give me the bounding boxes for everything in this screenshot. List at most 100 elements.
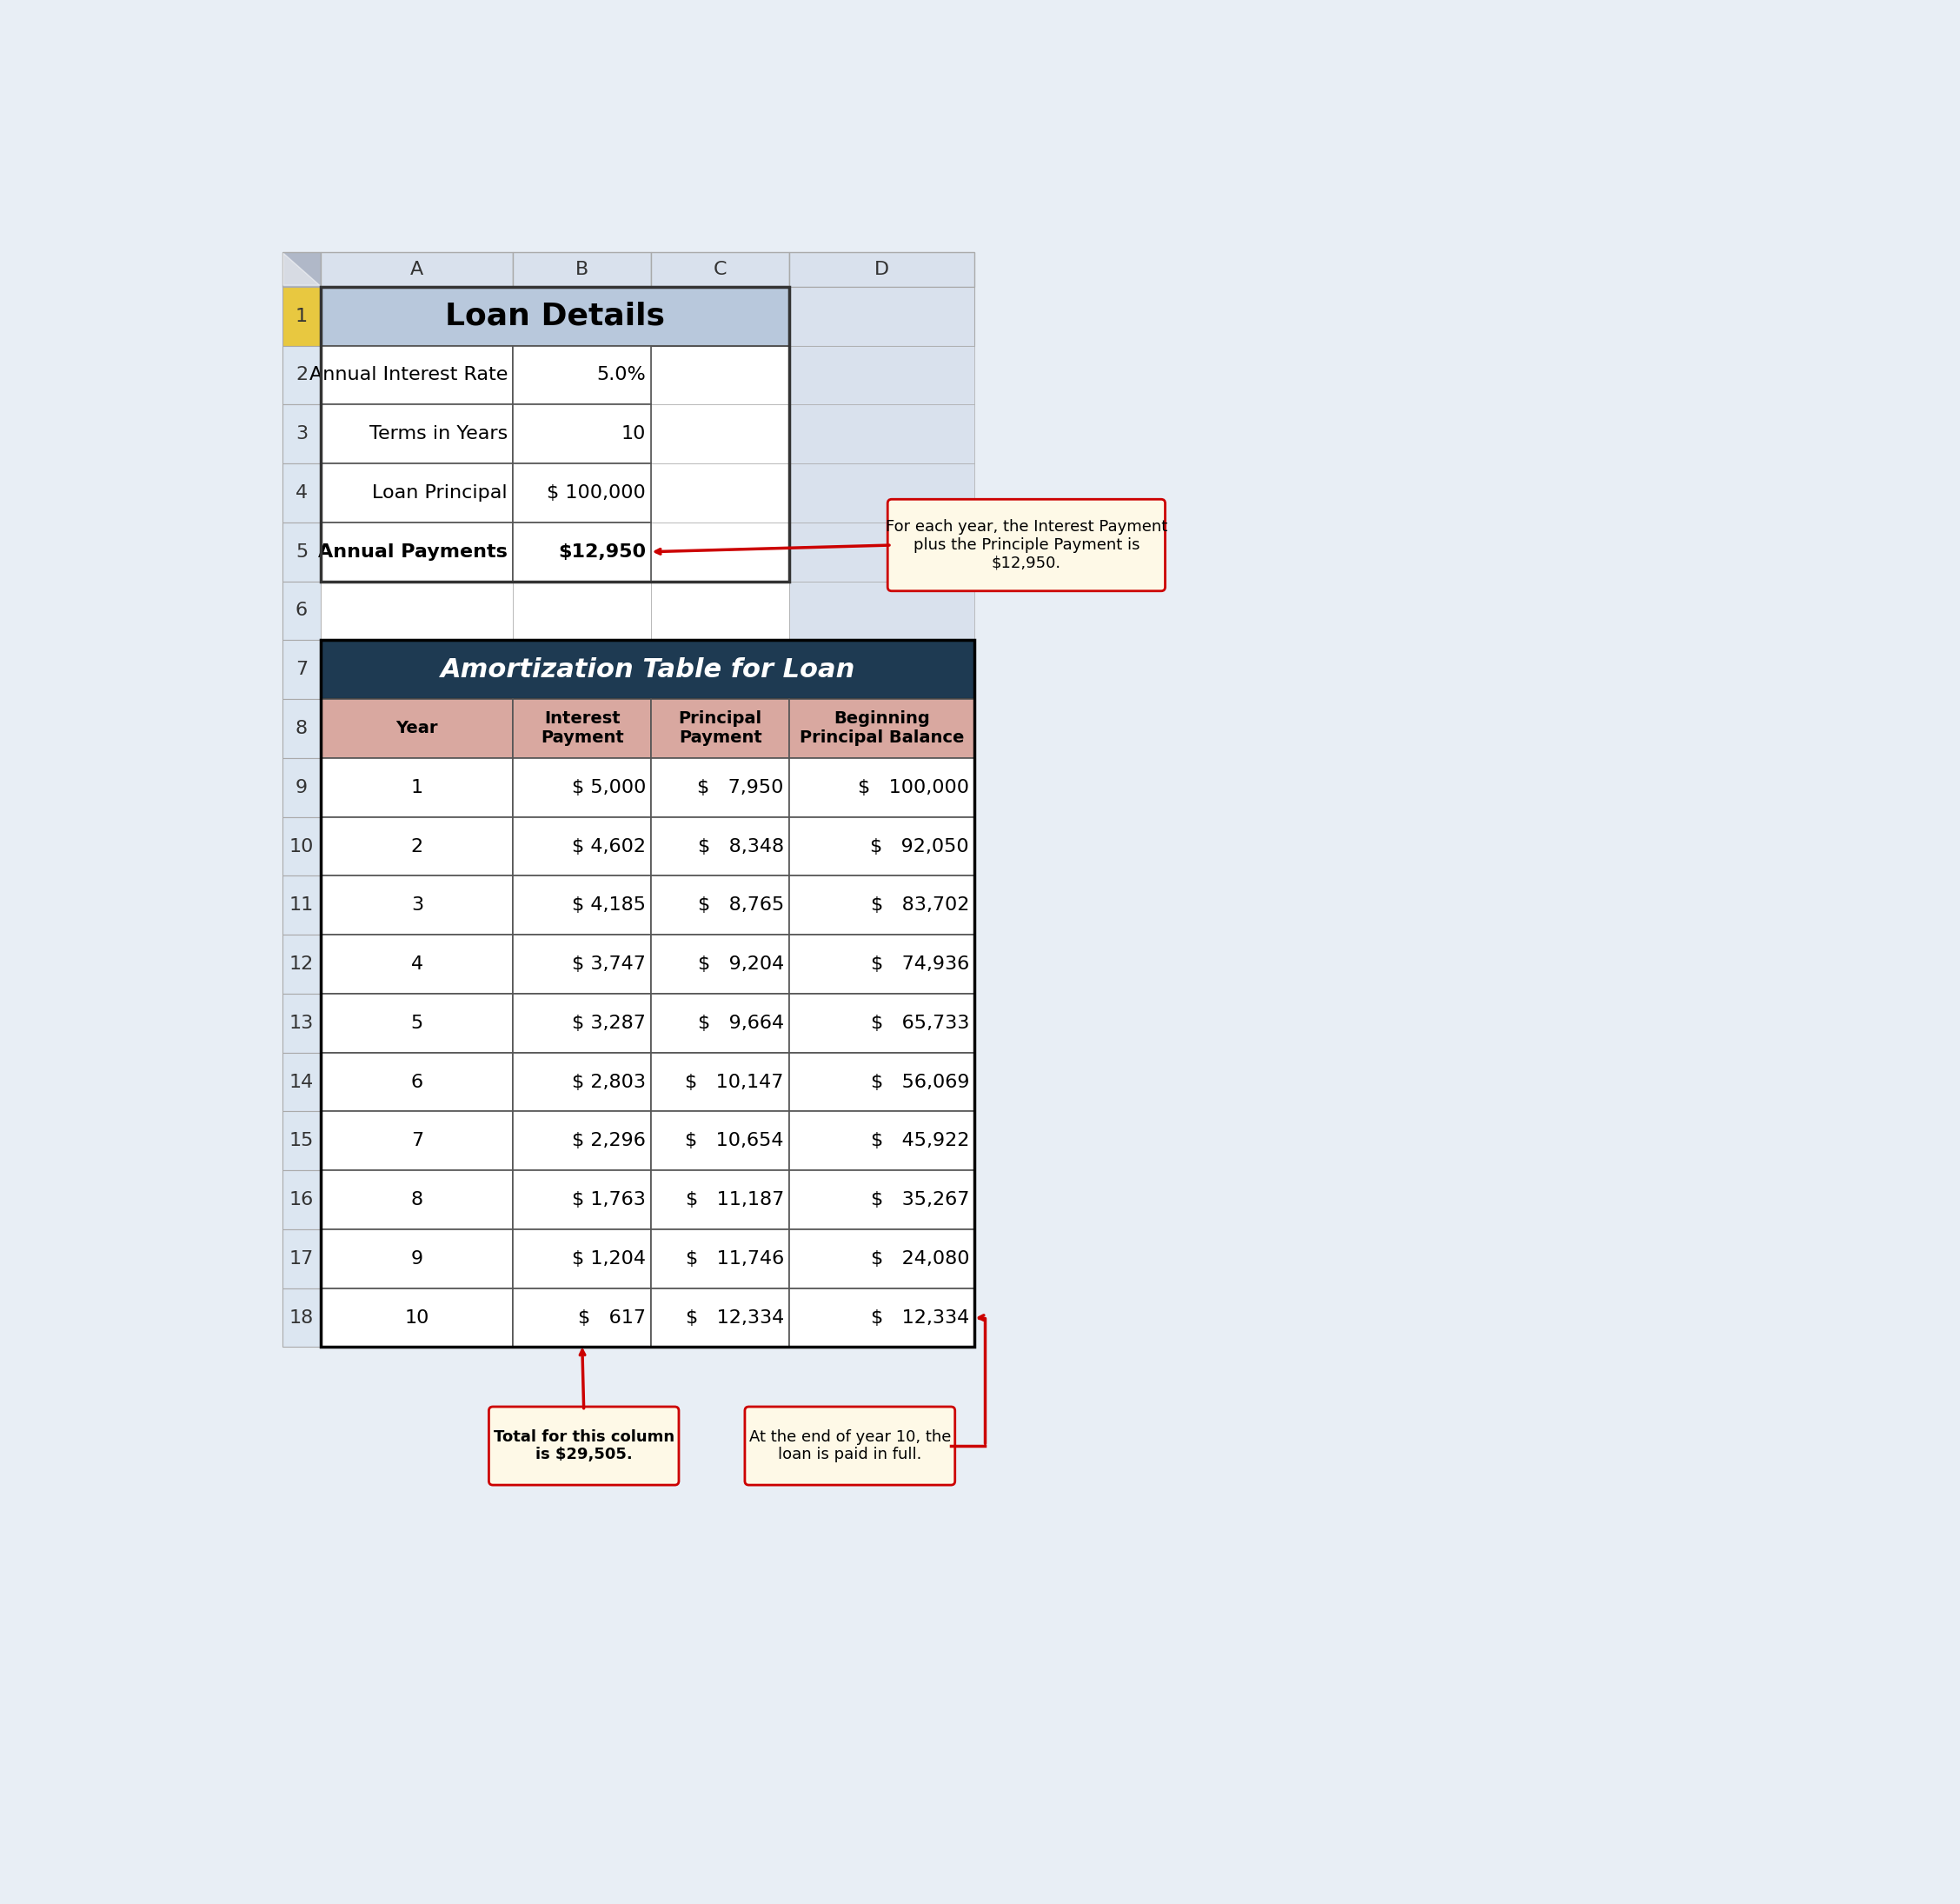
Bar [514,347,651,404]
Bar [282,463,321,522]
Text: Principal
Payment: Principal Payment [678,710,762,746]
Bar [282,1112,321,1171]
Text: $   10,654: $ 10,654 [686,1133,784,1150]
Bar [514,876,651,935]
Bar [321,935,514,994]
Text: $   8,765: $ 8,765 [698,897,784,914]
Polygon shape [284,253,319,286]
Bar [790,1171,974,1230]
Bar [514,699,651,758]
Text: 11: 11 [290,897,314,914]
Text: 5: 5 [296,543,308,560]
Bar [790,817,974,876]
FancyBboxPatch shape [488,1407,678,1485]
Text: 2: 2 [296,366,308,385]
Text: Annual Payments: Annual Payments [318,543,508,560]
Text: At the end of year 10, the
loan is paid in full.: At the end of year 10, the loan is paid … [749,1430,951,1462]
Text: $   83,702: $ 83,702 [870,897,968,914]
Bar [651,994,790,1053]
Text: $   100,000: $ 100,000 [858,779,968,796]
Bar [514,581,651,640]
Bar [321,1230,514,1289]
Bar [321,1112,514,1171]
Text: Loan Details: Loan Details [445,301,664,331]
Text: $ 3,747: $ 3,747 [572,956,645,973]
Text: 1: 1 [412,779,423,796]
Text: $   65,733: $ 65,733 [870,1015,968,1032]
Bar [514,404,651,463]
Bar [514,251,651,288]
Bar [651,347,790,404]
Bar [321,581,514,640]
Text: $ 5,000: $ 5,000 [572,779,645,796]
FancyBboxPatch shape [745,1407,955,1485]
Bar [321,288,790,347]
FancyBboxPatch shape [888,499,1164,590]
Text: 3: 3 [412,897,423,914]
Text: 6: 6 [412,1074,423,1091]
Bar [651,1289,790,1348]
Bar [514,935,651,994]
Text: B: B [576,261,588,278]
Text: A: A [410,261,423,278]
Text: Year: Year [396,720,439,737]
Text: 10: 10 [621,425,645,444]
Text: 8: 8 [296,720,308,737]
Bar [282,994,321,1053]
Bar [790,1053,974,1112]
Text: Interest
Payment: Interest Payment [541,710,623,746]
Bar [790,699,974,758]
Bar [790,935,974,994]
Bar [321,522,514,581]
Bar [651,463,790,522]
Bar [514,758,651,817]
Text: Total for this column
is $29,505.: Total for this column is $29,505. [494,1430,674,1462]
Bar [514,817,651,876]
Bar [790,522,974,581]
Text: 12: 12 [290,956,314,973]
Bar [321,404,514,463]
Text: 5.0%: 5.0% [596,366,645,385]
Bar [282,288,321,347]
Text: For each year, the Interest Payment
plus the Principle Payment is
$12,950.: For each year, the Interest Payment plus… [886,520,1168,571]
Text: 18: 18 [290,1308,314,1327]
Text: $   35,267: $ 35,267 [870,1192,968,1209]
Bar [514,1230,651,1289]
Text: 9: 9 [412,1251,423,1268]
Text: $   9,664: $ 9,664 [698,1015,784,1032]
Bar [321,347,514,404]
Text: $   74,936: $ 74,936 [870,956,968,973]
Text: 10: 10 [406,1308,429,1327]
Bar [514,463,651,522]
Bar [282,522,321,581]
Text: Loan Principal: Loan Principal [372,484,508,501]
Text: $ 4,185: $ 4,185 [572,897,645,914]
Bar [282,404,321,463]
Text: 7: 7 [296,661,308,678]
Bar [651,817,790,876]
Bar [321,1289,514,1348]
Bar [321,1171,514,1230]
Bar [514,1171,651,1230]
Bar [321,817,514,876]
Bar [790,876,974,935]
Bar [514,994,651,1053]
Text: 6: 6 [296,602,308,619]
Bar [514,1112,651,1171]
Bar [651,581,790,640]
Bar [651,876,790,935]
Text: $   8,348: $ 8,348 [698,838,784,855]
Bar [514,1053,651,1112]
Bar [321,251,514,288]
Text: Amortization Table for Loan: Amortization Table for Loan [441,657,855,682]
Bar [790,463,974,522]
Bar [790,251,974,288]
Text: C: C [713,261,727,278]
Text: $ 2,296: $ 2,296 [572,1133,645,1150]
Bar [282,347,321,404]
Text: $   56,069: $ 56,069 [870,1074,968,1091]
Text: $   45,922: $ 45,922 [870,1133,968,1150]
Bar [514,1289,651,1348]
Text: 15: 15 [290,1133,314,1150]
Bar [282,1171,321,1230]
